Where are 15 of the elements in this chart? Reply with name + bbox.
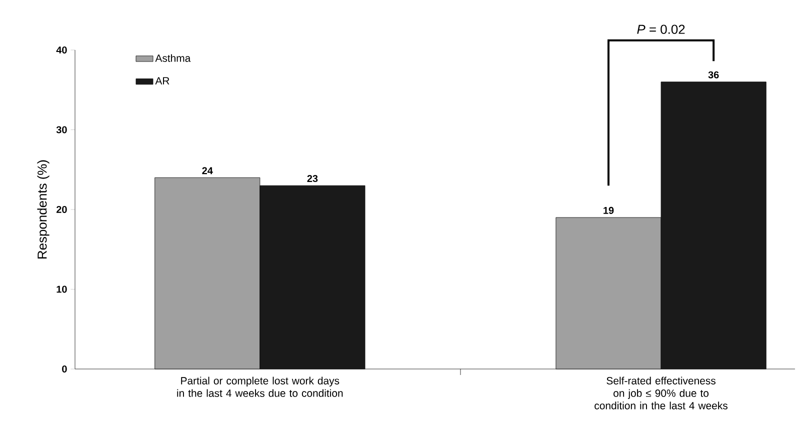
x-tick-label: Partial or complete lost work days in the last 4 weeks due to condition: [177, 376, 343, 397]
y-axis-title: Respondents (%): [37, 160, 50, 258]
text: P = 0.02: [637, 24, 685, 34]
data-label: 24: [202, 167, 213, 174]
y-tick-label: 10: [56, 286, 67, 293]
data-label: 19: [604, 206, 614, 214]
y-tick-label: 0: [62, 365, 67, 373]
data-label: 36: [708, 71, 719, 78]
legend-label: AR: [155, 77, 170, 84]
legend-label: Asthma: [155, 54, 191, 62]
y-tick-label: 20: [56, 206, 67, 214]
data-label: 23: [307, 174, 318, 182]
y-tick-label: 40: [56, 46, 67, 54]
y-tick-label: 30: [56, 126, 67, 134]
x-tick-label: Self-rated effectiveness on job ≤ 90% due to condition in the last 4 weeks: [594, 376, 728, 410]
